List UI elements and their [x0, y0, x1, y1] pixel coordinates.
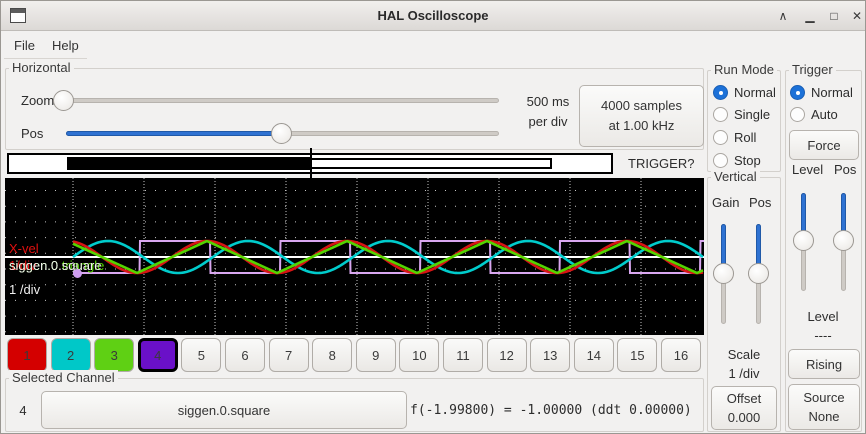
menu-separator: [4, 58, 87, 59]
scope-display[interactable]: X-vel siggen.0.triangle 1/div siggen.0.squa…: [5, 178, 704, 335]
window-title: HAL Oscilloscope: [377, 8, 489, 23]
channel-button-10[interactable]: 10: [399, 338, 440, 372]
vertical-offset-label: Offset: [726, 391, 762, 406]
record-bar-trigger-marker: [310, 148, 312, 179]
trigger-level-header: Level: [792, 162, 824, 177]
vertical-scale-value: 1 /div: [728, 366, 760, 381]
channel-button-12[interactable]: 12: [486, 338, 527, 372]
radio-label: Normal: [811, 85, 853, 100]
maximize-button[interactable]: □: [830, 9, 838, 23]
scope-label: X-vel: [9, 241, 39, 256]
shade-button[interactable]: ∧: [778, 9, 788, 23]
triangle-wave-ch3: [72, 239, 704, 275]
channel-button-7[interactable]: 7: [268, 338, 309, 372]
trigger-question-label: TRIGGER?: [628, 156, 695, 171]
scope-label: 1/div: [9, 258, 37, 273]
trigger-frame-label: Trigger: [789, 62, 836, 77]
channel-button-5[interactable]: 5: [181, 338, 222, 372]
vertical-gain-slider-handle[interactable]: [713, 263, 734, 284]
channel-button-14[interactable]: 14: [573, 338, 614, 372]
channel-button-9[interactable]: 9: [355, 338, 396, 372]
selected-channel-frame: Selected Channel: [5, 370, 704, 432]
trigger-pos-slider-handle[interactable]: [833, 230, 854, 251]
horizontal-frame-label: Horizontal: [9, 60, 74, 75]
channel-button-13[interactable]: 13: [530, 338, 571, 372]
radio-label: Normal: [734, 85, 776, 100]
vertical-pos-slider-handle[interactable]: [748, 263, 769, 284]
sine-wave-ch1: [72, 239, 704, 275]
selected-channel-frame-label: Selected Channel: [9, 370, 118, 385]
channel-button-4[interactable]: 4: [137, 338, 178, 372]
radio-icon: [713, 130, 728, 145]
radio-icon: [713, 153, 728, 168]
radio-icon: [713, 107, 728, 122]
radio-label: Roll: [734, 130, 757, 145]
selected-channel-name-button[interactable]: siggen.0.square: [41, 391, 407, 429]
record-bar-filled: [67, 157, 310, 170]
zoom-slider-handle[interactable]: [53, 90, 74, 111]
vertical-scale-label: Scale: [727, 347, 761, 362]
channel-button-6[interactable]: 6: [225, 338, 265, 372]
trigger-level-label: Level: [807, 309, 839, 324]
channel-button-15[interactable]: 15: [617, 338, 658, 372]
menu-help[interactable]: Help: [52, 38, 79, 53]
scope-label: siggen.0.square: [9, 258, 102, 273]
trigger-pos-header: Pos: [834, 162, 857, 177]
trigger-edge-button[interactable]: Rising: [788, 349, 860, 379]
radio-icon: [790, 107, 805, 122]
radio-label: Single: [734, 107, 771, 122]
scope-label: 1 /div: [9, 282, 41, 297]
menu-file[interactable]: File: [14, 38, 35, 53]
channel-button-row: 1 2 3 4 5 6 7 8 9 10 11 12 13 14 15 16: [7, 338, 704, 372]
cosine-wave-ch2: [72, 239, 704, 275]
vertical-gain-header: Gain: [712, 195, 740, 210]
scope-canvas: [5, 178, 704, 335]
trigger-source-label: Source: [803, 390, 845, 405]
trigger-level-value: ----: [814, 328, 832, 343]
trigger-source-button[interactable]: Source None: [788, 384, 860, 430]
selected-channel-readout: f(-1.99800) = -1.00000 (ddt 0.00000): [410, 403, 692, 418]
vertical-offset-value: 0.000: [727, 410, 761, 425]
vertical-offset-button[interactable]: Offset 0.000: [711, 386, 777, 430]
zoom-slider-label: Zoom: [21, 93, 55, 108]
trigger-source-value: None: [808, 409, 840, 424]
time-per-div-unit: per div: [528, 114, 568, 129]
minimize-button[interactable]: ▁: [805, 9, 815, 23]
pos-slider-label: Pos: [21, 126, 44, 141]
square-wave-ch4: [73, 240, 704, 274]
vertical-frame: Vertical: [707, 169, 781, 432]
force-trigger-button[interactable]: Force: [789, 130, 859, 160]
channel-button-11[interactable]: 11: [443, 338, 483, 372]
close-button[interactable]: ✕: [851, 9, 863, 23]
pos-slider-handle[interactable]: [271, 123, 292, 144]
samples-button[interactable]: 4000 samples at 1.00 kHz: [579, 85, 704, 147]
samples-rate: at 1.00 kHz: [608, 118, 675, 133]
horizontal-frame: Horizontal: [5, 60, 704, 150]
channel-button-1[interactable]: 1: [7, 338, 47, 372]
channel-button-8[interactable]: 8: [312, 338, 353, 372]
radio-icon: [790, 85, 805, 100]
vertical-pos-header: Pos: [749, 195, 772, 210]
menu-bar: File Help: [1, 32, 865, 59]
vertical-frame-label: Vertical: [711, 169, 760, 184]
selected-channel-number: 4: [19, 403, 27, 418]
run-mode-frame-label: Run Mode: [711, 62, 777, 77]
radio-label: Stop: [734, 153, 761, 168]
pos-slider-fill: [66, 131, 282, 136]
selected-channel-marker: [72, 268, 82, 278]
channel-button-3[interactable]: 3: [94, 338, 135, 372]
record-bar-pretrigger: [310, 158, 552, 169]
app-icon: [10, 8, 26, 23]
trigger-frame: Trigger: [785, 62, 862, 432]
title-bar[interactable]: HAL Oscilloscope ∧ ▁ □ ✕: [1, 1, 865, 31]
channel-button-16[interactable]: 16: [661, 338, 701, 372]
radio-icon: [713, 85, 728, 100]
trigger-level-slider-handle[interactable]: [793, 230, 814, 251]
zoom-slider-track[interactable]: [53, 98, 499, 103]
time-per-div-value: 500 ms: [526, 94, 570, 109]
channel-button-2[interactable]: 2: [50, 338, 91, 372]
samples-count: 4000 samples: [601, 98, 682, 113]
radio-label: Auto: [811, 107, 838, 122]
